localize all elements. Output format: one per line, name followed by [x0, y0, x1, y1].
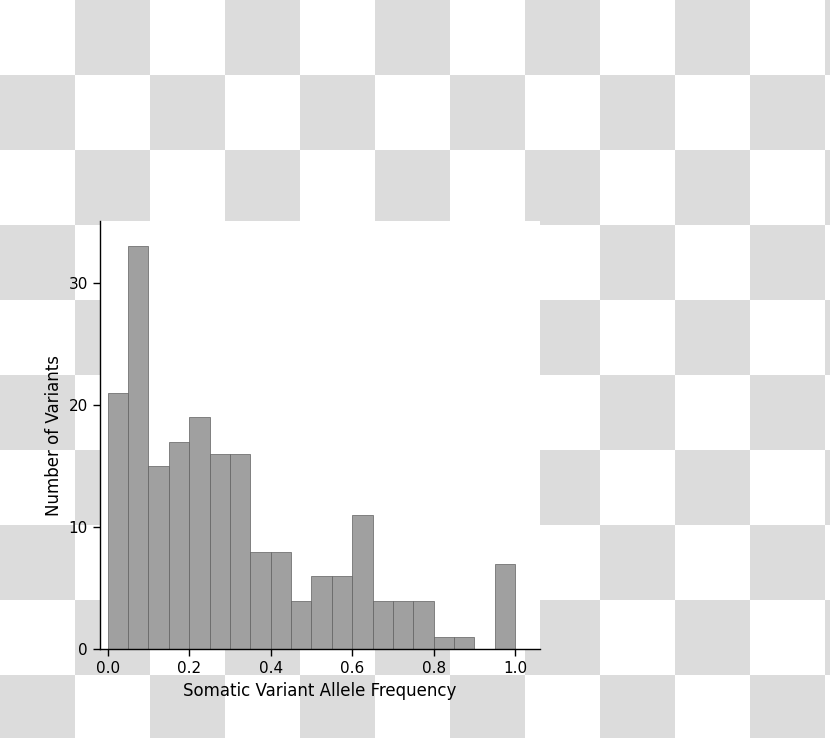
- Bar: [393, 601, 413, 649]
- Bar: [332, 576, 352, 649]
- Bar: [495, 564, 515, 649]
- Bar: [352, 515, 373, 649]
- Bar: [128, 246, 149, 649]
- Bar: [433, 637, 454, 649]
- Bar: [108, 393, 128, 649]
- Bar: [149, 466, 168, 649]
- Bar: [230, 454, 251, 649]
- Bar: [271, 551, 291, 649]
- Bar: [209, 454, 230, 649]
- Bar: [311, 576, 332, 649]
- Bar: [413, 601, 433, 649]
- X-axis label: Somatic Variant Allele Frequency: Somatic Variant Allele Frequency: [183, 682, 456, 700]
- Bar: [189, 417, 209, 649]
- Bar: [373, 601, 393, 649]
- Bar: [251, 551, 271, 649]
- Bar: [291, 601, 311, 649]
- Bar: [168, 441, 189, 649]
- Bar: [454, 637, 474, 649]
- Y-axis label: Number of Variants: Number of Variants: [45, 355, 63, 516]
